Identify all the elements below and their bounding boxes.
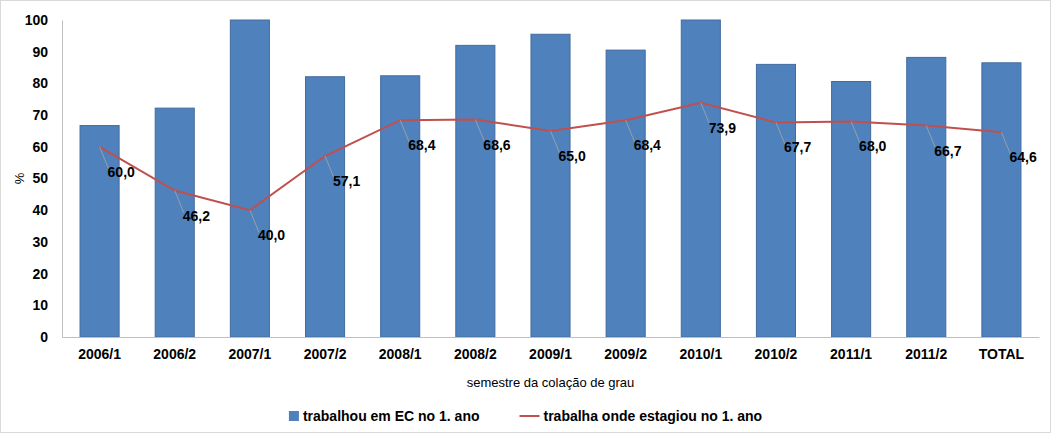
- legend: trabalhou em EC no 1. ano trabalha onde e…: [289, 408, 762, 424]
- x-tick: 2009/2: [604, 337, 647, 362]
- legend-item: trabalha onde estagiou no 1. ano: [520, 408, 763, 424]
- y-tick-label: 30: [32, 234, 48, 250]
- bar-series: [80, 20, 1021, 337]
- bar: [305, 77, 344, 337]
- data-label: 40,0: [258, 227, 285, 243]
- x-tick: 2008/2: [454, 337, 497, 362]
- bar: [230, 20, 269, 337]
- data-label: 67,7: [784, 139, 811, 155]
- y-tick: 50: [32, 170, 62, 186]
- y-tick: 40: [32, 202, 62, 218]
- x-tick-label: 2007/1: [228, 346, 271, 362]
- x-tick-label: 2006/2: [153, 346, 196, 362]
- x-tick: 2006/2: [153, 337, 196, 362]
- x-tick: 2007/1: [228, 337, 271, 362]
- x-axis: 2006/1 2006/2 2007/1 2007/2 2008/1 2008/2 2009…: [63, 337, 1040, 362]
- bar: [832, 81, 871, 337]
- x-tick: 2011/1: [830, 337, 872, 362]
- y-tick: 60: [32, 139, 62, 155]
- y-tick: 100: [25, 12, 62, 28]
- data-label: 66,7: [934, 143, 961, 159]
- y-tick-label: 90: [32, 44, 48, 60]
- legend-swatch: [520, 415, 540, 417]
- background: [1, 1, 1051, 433]
- x-tick-label: 2011/2: [905, 346, 947, 362]
- bar: [756, 64, 795, 337]
- bar: [531, 34, 570, 337]
- x-axis-line: [63, 337, 1040, 338]
- y-tick-label: 100: [25, 12, 49, 28]
- x-tick-label: 2008/1: [379, 346, 422, 362]
- data-label: 60,0: [108, 164, 135, 180]
- data-label: 64,6: [1009, 149, 1036, 165]
- y-tick-label: 60: [32, 139, 48, 155]
- x-tick-label: 2008/2: [454, 346, 497, 362]
- bar: [982, 63, 1021, 337]
- y-tick-label: 80: [32, 75, 48, 91]
- marks: [80, 20, 1021, 337]
- bar: [907, 57, 946, 337]
- data-label: 46,2: [183, 208, 210, 224]
- data-label: 68,0: [859, 138, 886, 154]
- y-tick: 20: [32, 266, 62, 282]
- data-label: 68,6: [483, 137, 510, 153]
- bar: [681, 20, 720, 337]
- bar: [381, 76, 420, 337]
- bar: [456, 45, 495, 337]
- y-axis: 0 10 20 30 40 50 60 70 80 90 100: [25, 12, 63, 345]
- x-tick-label: TOTAL: [979, 346, 1025, 362]
- data-label: 68,4: [408, 137, 435, 153]
- x-tick-label: 2010/2: [755, 346, 798, 362]
- y-tick: 80: [32, 75, 62, 91]
- data-label: 57,1: [333, 173, 360, 189]
- legend-label: trabalhou em EC no 1. ano: [303, 408, 480, 424]
- legend-item: trabalhou em EC no 1. ano: [289, 408, 480, 424]
- x-tick-label: 2007/2: [304, 346, 347, 362]
- data-labels: 60,0 46,2 40,0 57,1 68,4 68,6 65,0 68,4 73,9 67,7…: [100, 103, 1037, 243]
- x-tick: 2008/1: [379, 337, 422, 362]
- y-axis-title: %: [12, 172, 27, 184]
- data-label: 65,0: [559, 148, 586, 164]
- x-tick: 2011/2: [905, 337, 947, 362]
- bar: [606, 50, 645, 337]
- x-tick: 2007/2: [304, 337, 347, 362]
- x-tick: 2010/2: [755, 337, 798, 362]
- plot: 0 10 20 30 40 50 60 70 80 90 100 2006/1 2006/2 2007/1…: [25, 12, 1040, 362]
- x-tick: 2006/1: [78, 337, 121, 362]
- x-axis-title: semestre da colação de grau: [467, 375, 635, 390]
- y-tick: 70: [32, 107, 62, 123]
- x-tick-label: 2006/1: [78, 346, 121, 362]
- data-label: 73,9: [709, 120, 736, 136]
- x-tick-label: 2010/1: [679, 346, 722, 362]
- bar: [80, 126, 119, 337]
- x-tick-label: 2011/1: [830, 346, 872, 362]
- y-axis-line: [62, 21, 63, 338]
- legend-swatch: [289, 411, 299, 421]
- y-tick: 0: [40, 329, 62, 345]
- x-tick-label: 2009/2: [604, 346, 647, 362]
- x-tick: 2010/1: [679, 337, 722, 362]
- x-tick: TOTAL: [979, 337, 1025, 362]
- y-tick-label: 0: [40, 329, 48, 345]
- x-tick: 2009/1: [529, 337, 572, 362]
- y-tick: 90: [32, 44, 62, 60]
- x-tick-label: 2009/1: [529, 346, 572, 362]
- y-tick-label: 50: [32, 170, 48, 186]
- y-tick: 30: [32, 234, 62, 250]
- y-tick: 10: [32, 297, 62, 313]
- data-label: 68,4: [634, 137, 661, 153]
- legend-label: trabalha onde estagiou no 1. ano: [544, 408, 763, 424]
- y-tick-label: 10: [32, 297, 48, 313]
- chart: 0 10 20 30 40 50 60 70 80 90 100 2006/1 2006/2 2007/1…: [0, 0, 1051, 433]
- y-tick-label: 40: [32, 202, 48, 218]
- line: [100, 103, 1002, 210]
- y-tick-label: 20: [32, 266, 48, 282]
- y-tick-label: 70: [32, 107, 48, 123]
